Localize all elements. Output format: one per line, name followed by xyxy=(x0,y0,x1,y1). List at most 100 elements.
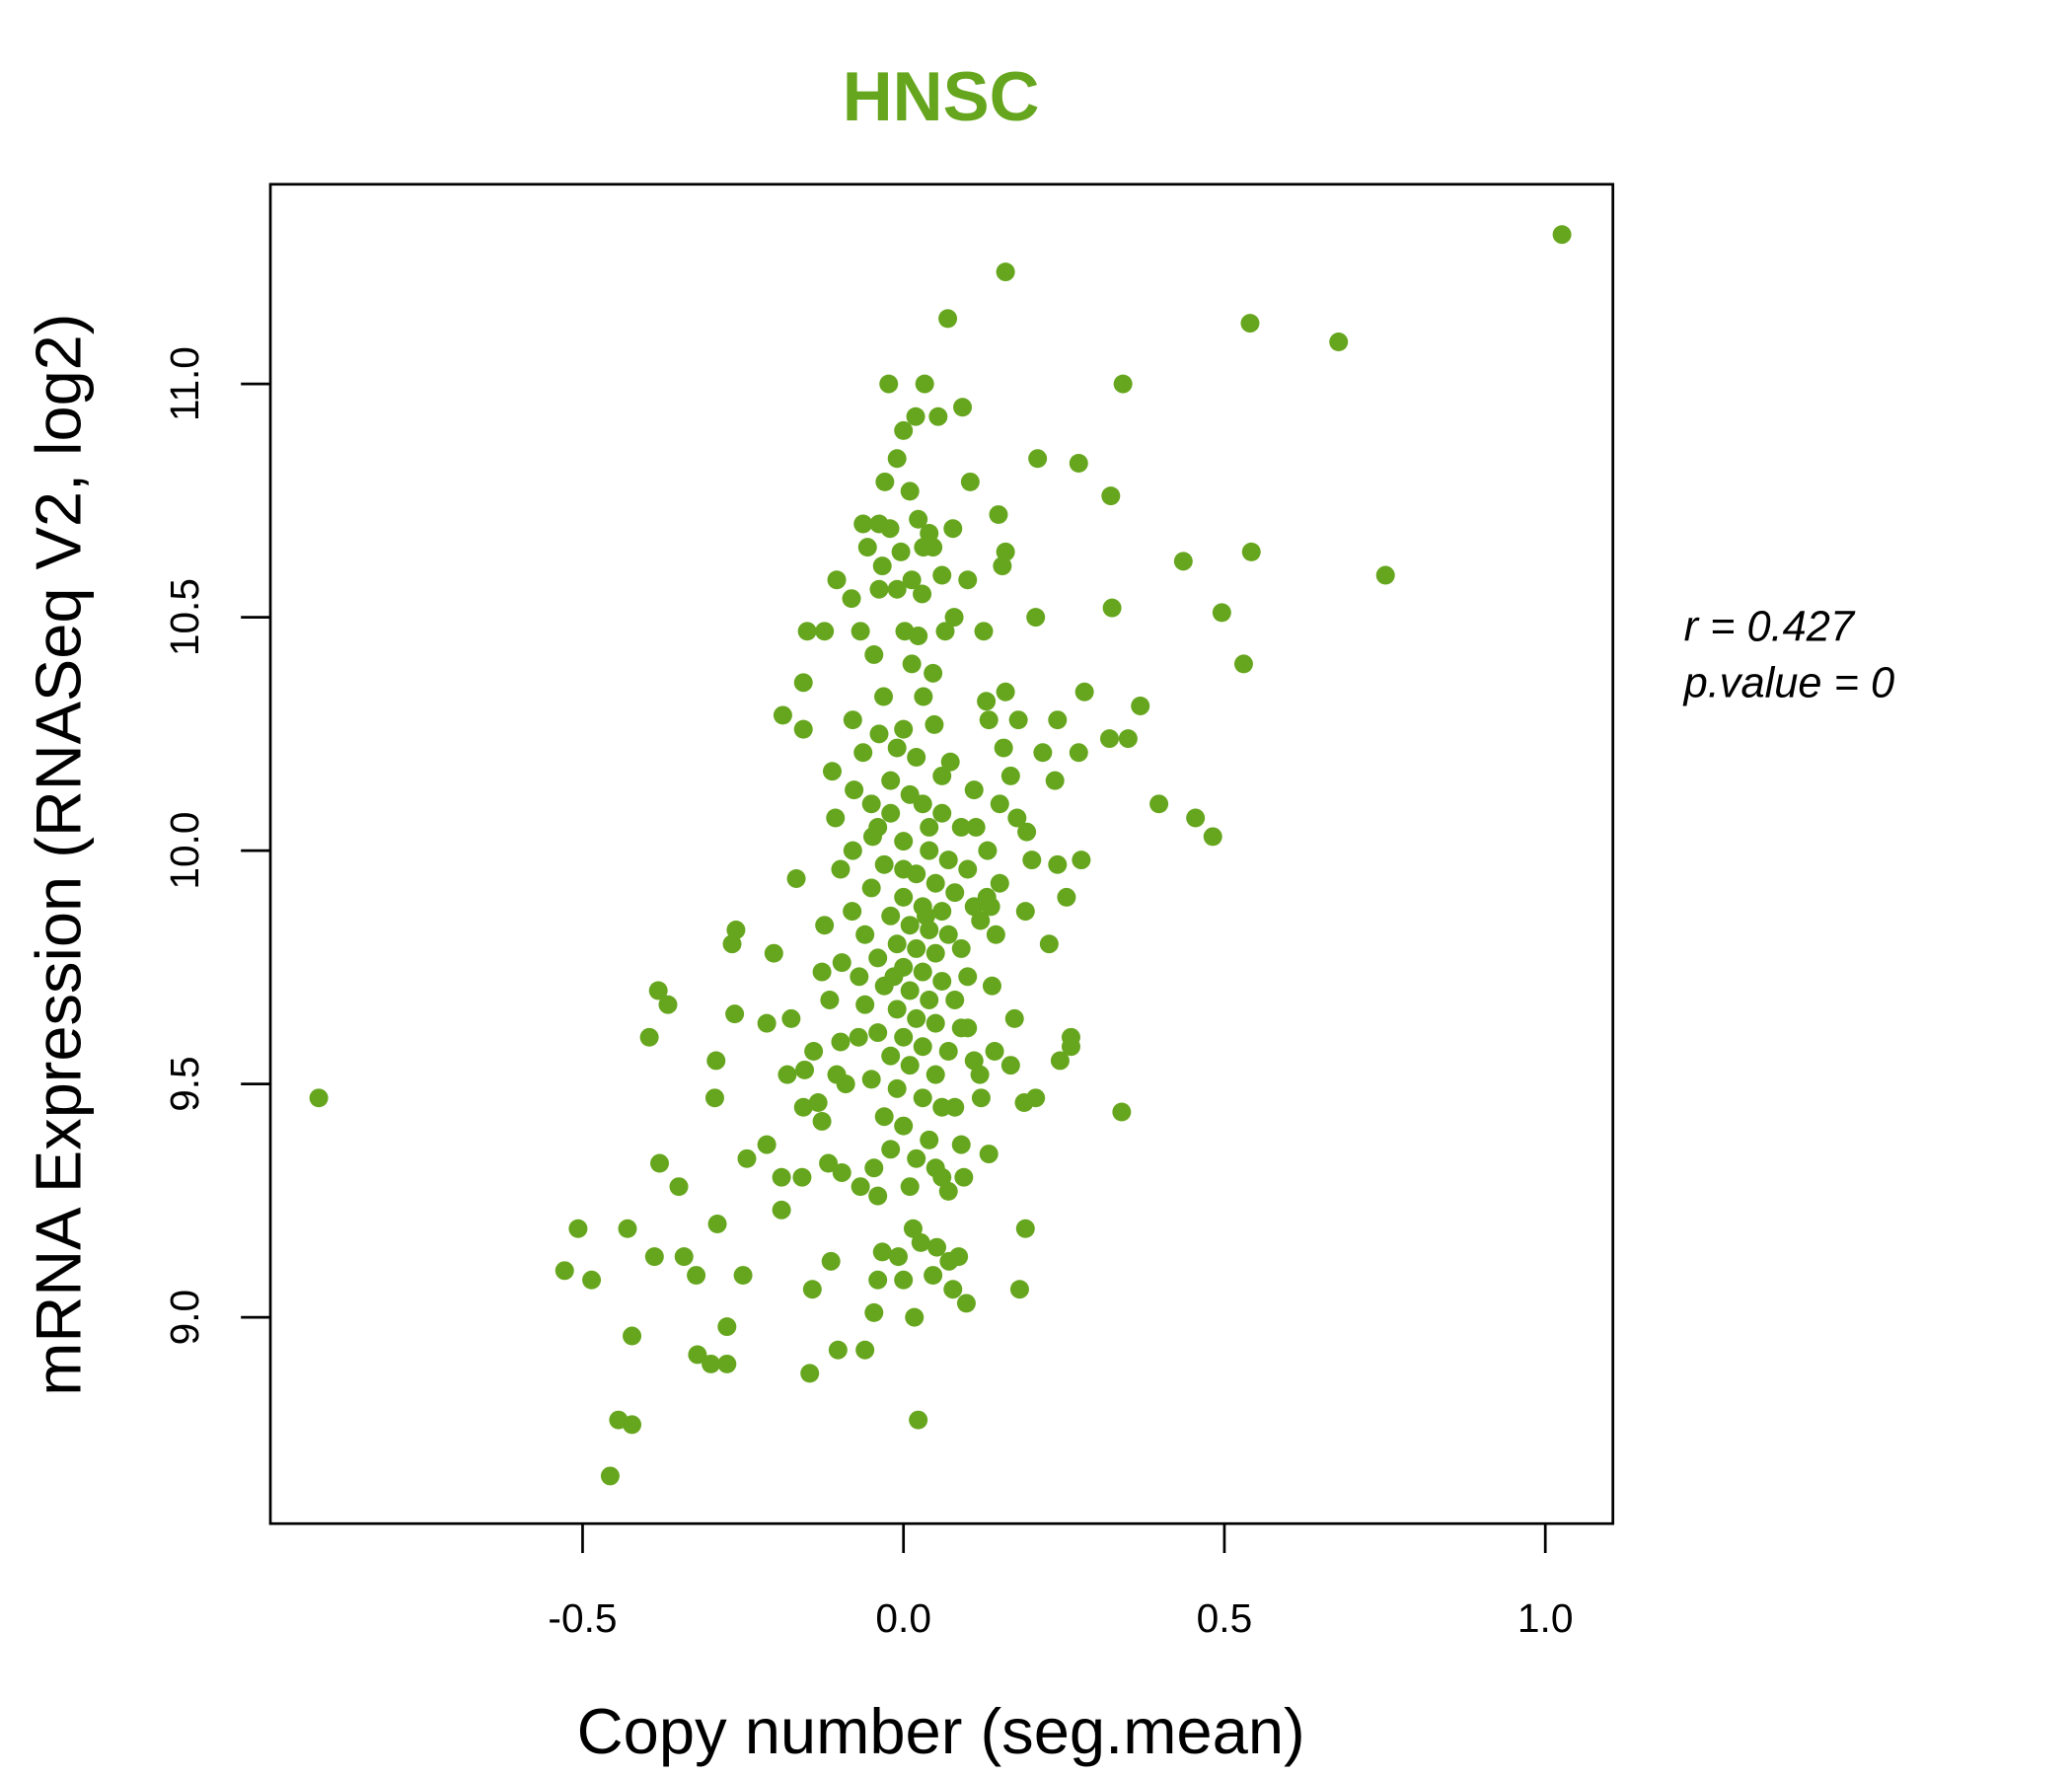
data-point xyxy=(924,1266,943,1286)
data-point xyxy=(964,897,984,917)
data-point xyxy=(786,869,806,888)
data-point xyxy=(812,1111,832,1131)
data-point xyxy=(1045,771,1065,790)
data-point xyxy=(979,1145,999,1164)
data-point xyxy=(669,1177,689,1197)
data-point xyxy=(920,1130,939,1149)
data-point xyxy=(925,873,945,893)
data-point xyxy=(881,803,901,823)
data-point xyxy=(971,911,991,930)
correlation-p-value: p.value = 0 xyxy=(1682,660,1895,707)
data-point xyxy=(913,1088,932,1108)
data-point xyxy=(850,967,869,987)
data-point xyxy=(913,962,932,982)
data-point xyxy=(925,1158,945,1178)
data-point xyxy=(1014,1093,1034,1113)
data-point xyxy=(879,374,899,394)
data-point xyxy=(1233,654,1253,674)
data-point xyxy=(827,570,847,590)
data-point xyxy=(996,542,1015,561)
data-point xyxy=(1102,598,1122,618)
data-point xyxy=(795,1060,815,1079)
data-point xyxy=(868,817,888,837)
data-point xyxy=(1241,542,1261,561)
data-point xyxy=(815,622,835,641)
data-point xyxy=(1000,766,1020,785)
y-tick-label: 9.0 xyxy=(162,1290,207,1345)
data-point xyxy=(958,1018,978,1038)
data-point xyxy=(855,1340,875,1360)
data-point xyxy=(894,1270,914,1290)
x-tick-label: -0.5 xyxy=(548,1595,617,1641)
data-point xyxy=(960,472,980,491)
data-point xyxy=(902,654,922,674)
data-point xyxy=(978,841,998,860)
data-point xyxy=(1028,449,1048,469)
data-point xyxy=(932,972,952,992)
plot-frame xyxy=(268,183,1615,1525)
x-tick-label: 0.5 xyxy=(1197,1595,1253,1641)
data-point xyxy=(1118,729,1138,749)
data-point xyxy=(920,921,939,939)
data-point xyxy=(864,1158,884,1178)
data-point xyxy=(1173,552,1193,571)
data-point xyxy=(958,570,978,590)
data-point xyxy=(894,420,914,440)
data-point xyxy=(855,995,875,1014)
data-point xyxy=(722,934,742,954)
data-point xyxy=(781,1008,801,1028)
data-point xyxy=(309,1088,329,1108)
y-tick-label: 9.5 xyxy=(162,1056,207,1111)
data-point xyxy=(938,1181,958,1201)
data-point xyxy=(894,859,914,879)
data-point xyxy=(725,1004,745,1024)
chart-title: HNSC xyxy=(843,57,1040,135)
data-point xyxy=(887,999,907,1019)
data-point xyxy=(687,1266,706,1286)
data-point xyxy=(977,887,997,907)
data-point xyxy=(1048,710,1068,730)
data-point xyxy=(804,1042,824,1061)
data-point xyxy=(888,1247,908,1267)
data-point xyxy=(940,752,960,772)
data-point xyxy=(639,1027,659,1047)
data-point xyxy=(945,1097,965,1117)
data-point xyxy=(990,794,1009,814)
data-point xyxy=(977,692,997,711)
data-point xyxy=(970,1065,990,1084)
data-point xyxy=(905,1307,925,1327)
data-point xyxy=(938,309,958,329)
data-point xyxy=(843,710,862,730)
data-point xyxy=(832,953,851,973)
data-point xyxy=(623,1326,642,1346)
data-point xyxy=(900,1056,920,1075)
data-point xyxy=(1000,1056,1020,1075)
data-point xyxy=(938,851,958,870)
data-point xyxy=(925,943,945,963)
data-point xyxy=(945,990,965,1009)
data-point xyxy=(951,938,971,958)
data-point xyxy=(920,990,939,1009)
data-point xyxy=(996,262,1015,282)
data-point xyxy=(843,841,862,860)
data-point xyxy=(974,622,994,641)
data-point xyxy=(650,1153,670,1173)
data-point xyxy=(900,1177,920,1197)
y-axis: 9.0 9.5 10.0 10.5 11.0 xyxy=(162,346,271,1345)
data-point xyxy=(820,990,840,1009)
data-point xyxy=(618,1219,637,1238)
data-point xyxy=(868,948,888,968)
data-point xyxy=(881,771,901,790)
x-tick-label: 0.0 xyxy=(875,1595,931,1641)
x-axis-title: Copy number (seg.mean) xyxy=(577,1695,1305,1767)
data-point xyxy=(1113,374,1133,394)
data-point xyxy=(869,579,889,599)
data-point xyxy=(1026,608,1046,628)
y-tick-label: 10.0 xyxy=(162,812,207,890)
data-point xyxy=(920,841,939,860)
data-point xyxy=(964,1051,984,1071)
data-point xyxy=(793,719,813,739)
data-point xyxy=(851,622,870,641)
data-point xyxy=(887,934,907,954)
data-point xyxy=(836,1074,855,1094)
